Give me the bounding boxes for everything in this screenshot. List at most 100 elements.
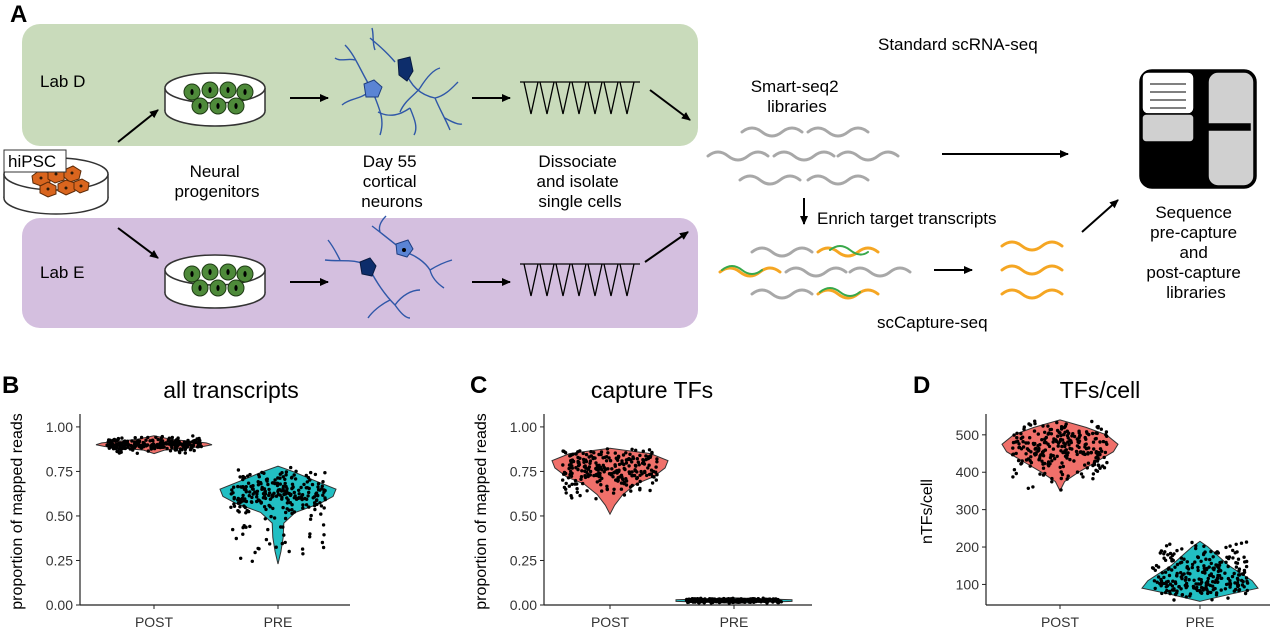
data-point: [1091, 477, 1095, 481]
data-point: [754, 599, 758, 604]
data-point: [1016, 458, 1021, 463]
data-point: [152, 446, 157, 450]
data-point: [1166, 567, 1171, 571]
data-point: [587, 455, 591, 459]
data-point: [1025, 447, 1030, 451]
data-point: [1084, 437, 1088, 441]
y-tick-label: 200: [956, 539, 980, 555]
data-point: [1160, 591, 1164, 596]
data-point: [1060, 472, 1065, 477]
data-point: [1190, 540, 1194, 545]
data-point: [311, 496, 315, 500]
data-point: [1050, 480, 1054, 484]
y-tick-label: 0.25: [46, 552, 73, 568]
data-point: [599, 483, 603, 487]
data-point: [725, 598, 729, 603]
data-point: [320, 484, 324, 488]
data-point: [623, 467, 627, 472]
data-point: [283, 477, 287, 481]
data-point: [1095, 459, 1100, 463]
data-point: [1199, 559, 1203, 563]
data-point: [1075, 470, 1080, 474]
data-point: [605, 484, 609, 488]
data-point: [1050, 459, 1054, 463]
data-point: [257, 473, 261, 477]
data-point: [1194, 546, 1198, 551]
data-point: [1091, 463, 1095, 468]
data-point: [1060, 438, 1065, 442]
data-point: [1204, 583, 1209, 587]
data-point: [1034, 446, 1038, 451]
data-point: [133, 436, 137, 440]
data-point: [1193, 560, 1197, 564]
data-point: [635, 482, 640, 486]
data-point: [1101, 464, 1105, 468]
data-point: [1152, 579, 1157, 583]
data-point: [183, 451, 187, 455]
data-point: [1202, 551, 1206, 555]
data-point: [168, 449, 173, 453]
data-point: [636, 460, 640, 464]
data-point: [627, 464, 631, 468]
data-point: [264, 537, 269, 542]
data-point: [1020, 459, 1024, 463]
data-point: [1095, 425, 1099, 429]
data-point: [612, 487, 616, 491]
data-point: [1104, 433, 1108, 437]
data-point: [178, 450, 182, 455]
hipsc-label: hiPSC: [8, 152, 56, 171]
data-point: [630, 447, 634, 451]
data-point: [1202, 544, 1206, 548]
data-point: [612, 471, 616, 475]
data-point: [575, 487, 579, 491]
data-point: [1041, 466, 1046, 470]
data-point: [1242, 570, 1247, 574]
data-point: [1208, 557, 1212, 562]
data-point: [702, 600, 706, 604]
data-point: [263, 517, 267, 521]
data-point: [1098, 440, 1102, 444]
data-point: [1015, 431, 1019, 435]
data-point: [1074, 449, 1079, 454]
data-point: [279, 489, 284, 493]
data-point: [238, 475, 242, 479]
data-point: [322, 533, 326, 537]
data-point: [241, 477, 245, 482]
data-point: [1212, 567, 1216, 572]
data-point: [1103, 450, 1108, 455]
data-point: [1168, 591, 1172, 596]
data-point: [282, 489, 286, 493]
data-point: [1190, 562, 1195, 567]
data-point: [1213, 580, 1217, 584]
dissociate-label: Dissociate and isolate single cells: [537, 152, 624, 211]
data-point: [776, 599, 781, 603]
data-point: [717, 597, 722, 601]
data-point: [1206, 579, 1210, 584]
data-point: [321, 523, 326, 527]
data-point: [1093, 437, 1098, 441]
data-point: [1011, 446, 1015, 450]
data-point: [1217, 566, 1221, 570]
data-point: [1019, 436, 1023, 441]
data-point: [1046, 424, 1050, 428]
data-point: [234, 536, 238, 541]
data-point: [576, 464, 581, 468]
data-point: [1057, 430, 1061, 434]
data-point: [241, 474, 245, 479]
data-point: [1169, 556, 1173, 560]
panel-d: D TFs/cell nTFs/cell 100 200 300 400 500 POST PRE: [913, 372, 1270, 630]
data-point: [1054, 438, 1058, 442]
data-point: [170, 435, 174, 440]
data-point: [592, 473, 596, 478]
mixed-transcripts-icon: [718, 245, 912, 300]
data-point: [1171, 579, 1175, 583]
data-point: [297, 488, 301, 492]
data-point: [1083, 443, 1087, 447]
data-point: [569, 494, 573, 498]
data-point: [1237, 573, 1242, 577]
data-point: [569, 461, 573, 465]
data-point: [230, 488, 234, 492]
data-point: [179, 442, 184, 447]
data-point: [134, 441, 139, 445]
data-point: [1173, 565, 1177, 569]
